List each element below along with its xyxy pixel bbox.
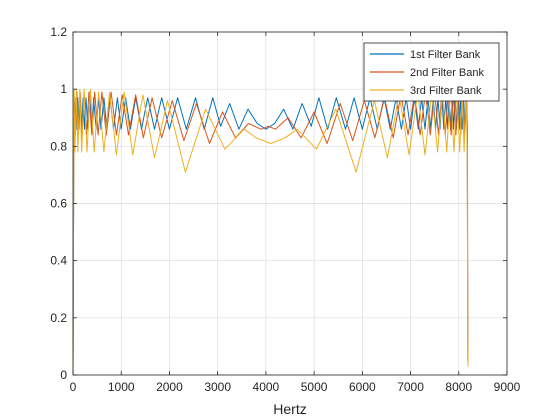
series-layer <box>72 88 469 376</box>
series-line-1 <box>72 97 469 376</box>
x-axis-ticks: 0 1000 2000 3000 4000 5000 6000 7000 8000 9000 <box>70 32 521 394</box>
x-axis-label: Hertz <box>273 401 306 417</box>
y-tick-label: 0.8 <box>50 139 67 153</box>
y-tick-label: 0.2 <box>50 311 67 325</box>
series-line-3 <box>72 88 469 376</box>
x-tick-label: 8000 <box>445 380 472 394</box>
y-tick-label: 1 <box>60 82 67 96</box>
x-tick-label: 9000 <box>494 380 521 394</box>
legend-label-2: 2nd Filter Bank <box>410 67 484 79</box>
y-tick-label: 0.4 <box>50 254 67 268</box>
legend-label-1: 1st Filter Bank <box>410 49 481 61</box>
x-tick-label: 4000 <box>253 380 280 394</box>
x-tick-label: 2000 <box>156 380 183 394</box>
y-tick-label: 1.2 <box>50 25 67 39</box>
x-tick-label: 6000 <box>349 380 376 394</box>
legend: 1st Filter Bank 2nd Filter Bank 3rd Filter… <box>363 42 500 102</box>
y-axis-ticks: 0 0.2 0.4 0.6 0.8 1 1.2 <box>50 25 507 382</box>
y-tick-label: 0.6 <box>50 197 67 211</box>
x-tick-label: 3000 <box>204 380 231 394</box>
x-tick-label: 1000 <box>108 380 135 394</box>
y-tick-label: 0 <box>60 368 67 382</box>
x-tick-label: 7000 <box>397 380 424 394</box>
legend-label-3: 3rd Filter Bank <box>410 85 482 97</box>
x-tick-label: 0 <box>70 380 77 394</box>
x-tick-label: 5000 <box>301 380 328 394</box>
